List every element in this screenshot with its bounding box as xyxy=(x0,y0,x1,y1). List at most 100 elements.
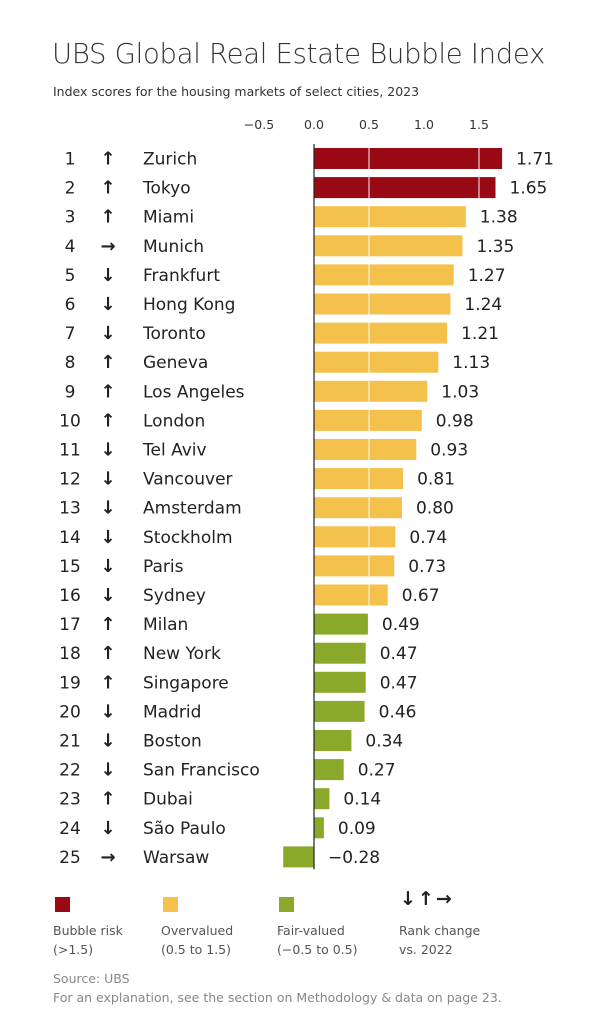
bar xyxy=(314,439,417,460)
rank-number: 2 xyxy=(65,179,76,199)
city-label: São Paulo xyxy=(143,819,226,839)
rank-number: 1 xyxy=(65,150,76,170)
value-label: 0.80 xyxy=(416,499,454,519)
city-label: San Francisco xyxy=(143,761,260,781)
city-label: Milan xyxy=(143,615,188,635)
chart-subtitle: Index scores for the housing markets of … xyxy=(53,84,420,99)
rank-number: 10 xyxy=(59,411,81,431)
city-label: Warsaw xyxy=(143,848,209,868)
rank-change-down-icon: ↓ xyxy=(100,323,115,344)
rank-change-up-icon: ↑ xyxy=(100,614,115,635)
rank-number: 7 xyxy=(65,324,76,344)
value-label: −0.28 xyxy=(328,848,380,868)
city-label: Tel Aviv xyxy=(142,441,207,461)
rank-change-up-icon: ↑ xyxy=(100,672,115,693)
bar xyxy=(314,235,463,257)
bar xyxy=(314,206,466,228)
value-label: 0.47 xyxy=(380,673,418,693)
value-label: 0.27 xyxy=(358,761,396,781)
city-label: Tokyo xyxy=(142,179,191,199)
legend-label: Rank change xyxy=(399,923,481,938)
bar xyxy=(314,555,395,577)
city-label: Munich xyxy=(143,237,204,257)
value-label: 1.71 xyxy=(516,150,554,170)
city-label: Amsterdam xyxy=(143,499,242,519)
rank-change-up-icon: ↑ xyxy=(100,789,115,810)
legend-rank-change: Rank change vs. 2022 xyxy=(399,921,480,959)
bar xyxy=(283,846,314,868)
bar xyxy=(314,409,422,431)
bar xyxy=(314,468,404,490)
value-label: 1.24 xyxy=(464,295,502,315)
rank-change-up-icon: ↑ xyxy=(100,381,115,402)
bar xyxy=(314,322,448,344)
legend-swatch-overvalued xyxy=(163,897,178,912)
x-tick-label: 0.5 xyxy=(359,117,379,132)
bar-chart: −0.5 0.0 0.5 1.0 1.5 1 ↑ Zurich 1.71 2 ↑ Tokyo 1.65 3… xyxy=(59,117,554,870)
rank-change-down-icon: ↓ xyxy=(100,731,115,752)
rank-number: 21 xyxy=(59,732,81,752)
city-label: Zurich xyxy=(143,150,197,170)
rank-number: 3 xyxy=(65,208,76,228)
legend-label: Overvalued xyxy=(161,923,234,938)
city-label: Toronto xyxy=(142,324,206,344)
chart-title: UBS Global Real Estate Bubble Index xyxy=(52,38,545,70)
rank-number: 5 xyxy=(65,266,76,286)
bar xyxy=(314,293,451,315)
footnote-text: For an explanation, see the section on M… xyxy=(53,990,502,1005)
city-label: Los Angeles xyxy=(143,382,245,402)
value-label: 0.34 xyxy=(365,732,403,752)
bar xyxy=(314,671,366,693)
city-label: Stockholm xyxy=(143,528,233,548)
city-label: London xyxy=(143,411,205,431)
bar xyxy=(314,264,454,286)
rank-number: 20 xyxy=(59,702,81,722)
bar xyxy=(314,700,365,722)
city-label: Vancouver xyxy=(143,470,233,490)
bar xyxy=(314,759,344,781)
rank-number: 15 xyxy=(59,557,81,577)
value-label: 0.46 xyxy=(379,702,417,722)
rank-number: 24 xyxy=(59,819,81,839)
legend-swatch-bubble xyxy=(55,897,70,912)
rank-number: 13 xyxy=(59,499,81,519)
x-tick-label: 0.0 xyxy=(304,117,324,132)
bar xyxy=(314,730,352,751)
rank-change-up-icon: ↑ xyxy=(100,352,115,373)
legend-overvalued: Overvalued (0.5 to 1.5) xyxy=(161,921,233,959)
bar xyxy=(314,526,396,548)
value-label: 0.67 xyxy=(402,586,440,606)
rank-change-down-icon: ↓ xyxy=(100,265,115,286)
legend-swatch-fair xyxy=(279,897,294,912)
value-label: 0.09 xyxy=(338,819,376,839)
value-label: 0.47 xyxy=(380,644,418,664)
rank-number: 18 xyxy=(59,644,81,664)
rank-number: 23 xyxy=(59,790,81,810)
rank-number: 11 xyxy=(59,441,81,461)
city-label: Hong Kong xyxy=(143,295,235,315)
rank-change-down-icon: ↓ xyxy=(100,760,115,781)
rank-change-up-icon: ↑ xyxy=(100,178,115,199)
legend-range: (>1.5) xyxy=(53,942,94,957)
city-label: Frankfurt xyxy=(143,266,220,286)
rank-change-up-icon: ↑ xyxy=(100,410,115,431)
rank-number: 12 xyxy=(59,470,81,490)
rank-number: 14 xyxy=(59,528,81,548)
rank-number: 17 xyxy=(59,615,81,635)
bar xyxy=(314,177,496,199)
x-tick-label: −0.5 xyxy=(244,117,274,132)
legend-fair: Fair-valued (−0.5 to 0.5) xyxy=(277,921,357,959)
value-label: 0.74 xyxy=(409,528,447,548)
city-label: Dubai xyxy=(143,790,193,810)
rank-number: 6 xyxy=(65,295,76,315)
x-tick-label: 1.0 xyxy=(414,117,434,132)
x-tick-label: 1.5 xyxy=(469,117,489,132)
rank-change-down-icon: ↓ xyxy=(100,556,115,577)
value-label: 1.65 xyxy=(510,179,548,199)
rank-change-down-icon: ↓ xyxy=(100,818,115,839)
rank-change-down-icon: ↓ xyxy=(100,527,115,548)
rank-change-down-icon: ↓ xyxy=(100,701,115,722)
value-label: 1.21 xyxy=(461,324,499,344)
rank-number: 22 xyxy=(59,761,81,781)
